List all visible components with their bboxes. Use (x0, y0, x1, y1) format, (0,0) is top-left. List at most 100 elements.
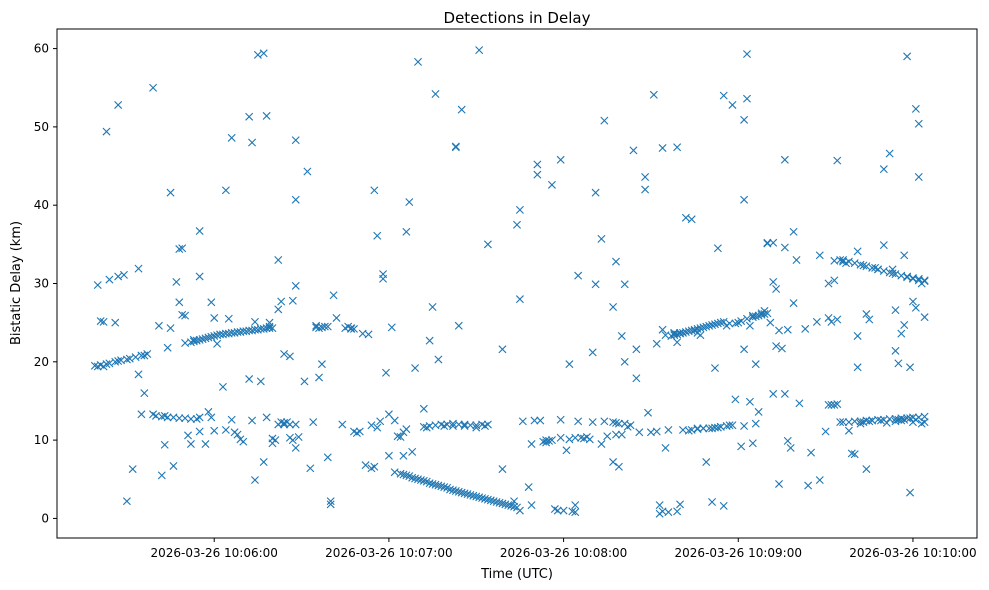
detection-point (140, 389, 149, 398)
detection-point (384, 410, 393, 419)
detection-point (527, 501, 536, 510)
detection-point (641, 185, 650, 194)
detection-point (609, 458, 618, 467)
detection-point (801, 324, 810, 333)
y-axis: 0 10 20 30 40 50 60 (34, 42, 57, 525)
chart-title: Detections in Delay (444, 9, 591, 27)
detection-point (597, 440, 606, 449)
detection-point (914, 173, 923, 181)
detection-point (629, 146, 638, 155)
detection-point (658, 325, 667, 334)
detection-point (137, 410, 146, 419)
detection-point (565, 435, 574, 444)
detection-point (390, 468, 399, 477)
detection-point (833, 315, 842, 324)
detection-point (862, 310, 871, 319)
detection-point (143, 349, 152, 358)
detection-point (737, 317, 746, 326)
detection-point (280, 349, 289, 358)
detection-point (897, 271, 906, 280)
detection-point (181, 311, 190, 320)
detection-point (201, 440, 210, 449)
detection-point (783, 436, 792, 445)
detection-point (920, 277, 929, 286)
detection-point (740, 345, 749, 354)
detection-point (186, 440, 195, 449)
detection-point (405, 198, 414, 207)
detection-point (361, 461, 370, 470)
detection-point (751, 312, 760, 321)
detection-point (868, 263, 877, 272)
detection-point (483, 240, 492, 249)
detection-point (661, 443, 670, 452)
x-tick-label: 2026-03-26 10:08:00 (500, 546, 627, 560)
detection-point (149, 83, 158, 92)
detection-point (920, 313, 929, 322)
detection-point (309, 418, 318, 427)
detection-point (591, 280, 600, 289)
x-tick-label: 2026-03-26 10:07:00 (325, 546, 452, 560)
detection-point (515, 205, 524, 214)
detection-point (673, 143, 682, 152)
detection-point (862, 465, 871, 474)
detection-point (850, 450, 859, 459)
detection-point (370, 186, 379, 195)
detection-point (783, 325, 792, 334)
detection-point (547, 180, 556, 189)
detection-point (347, 324, 356, 333)
detection-point (248, 138, 257, 147)
detection-point (306, 464, 315, 473)
detection-point (285, 420, 294, 429)
detection-point (326, 497, 335, 506)
detection-point (673, 330, 682, 339)
detection-point (114, 100, 123, 109)
detection-point (760, 310, 769, 319)
detection-point (256, 377, 265, 386)
detection-point (207, 413, 216, 422)
detection-point (804, 481, 813, 490)
detection-point (740, 195, 749, 204)
detection-point (713, 319, 722, 328)
detection-point (201, 334, 210, 343)
detection-point (280, 420, 289, 429)
detection-point (879, 165, 888, 174)
detection-point (547, 436, 556, 445)
detection-point (466, 490, 475, 499)
detection-point (780, 389, 789, 398)
detection-point (99, 317, 108, 326)
detection-point (725, 319, 734, 328)
detection-point (478, 494, 487, 503)
detection-point (387, 323, 396, 332)
detection-point (373, 423, 382, 432)
detection-point (766, 318, 775, 327)
detection-point (227, 415, 236, 424)
detection-point (460, 489, 469, 498)
detection-point (775, 479, 784, 488)
detection-point (498, 345, 507, 354)
detection-point (463, 490, 472, 499)
detection-point (853, 363, 862, 372)
detection-point (591, 188, 600, 197)
detection-point (119, 270, 128, 279)
detection-point (748, 313, 757, 322)
detection-point (195, 427, 204, 436)
detection-point (876, 416, 885, 425)
detection-point (454, 321, 463, 330)
detection-point (329, 291, 338, 300)
detection-point (757, 310, 766, 319)
detection-point (914, 119, 923, 128)
detection-point (454, 487, 463, 496)
detection-point (693, 424, 702, 433)
detection-point (326, 500, 335, 509)
detection-point (603, 432, 612, 441)
detection-point (437, 482, 446, 491)
detection-point (775, 326, 784, 335)
detection-point (210, 331, 219, 340)
x-tick-label: 2026-03-26 10:06:00 (150, 546, 277, 560)
detection-point (451, 142, 460, 151)
detection-point (379, 270, 388, 279)
detection-point (847, 449, 856, 458)
detection-point (652, 427, 661, 436)
detection-point (411, 364, 420, 373)
detection-point (815, 476, 824, 485)
